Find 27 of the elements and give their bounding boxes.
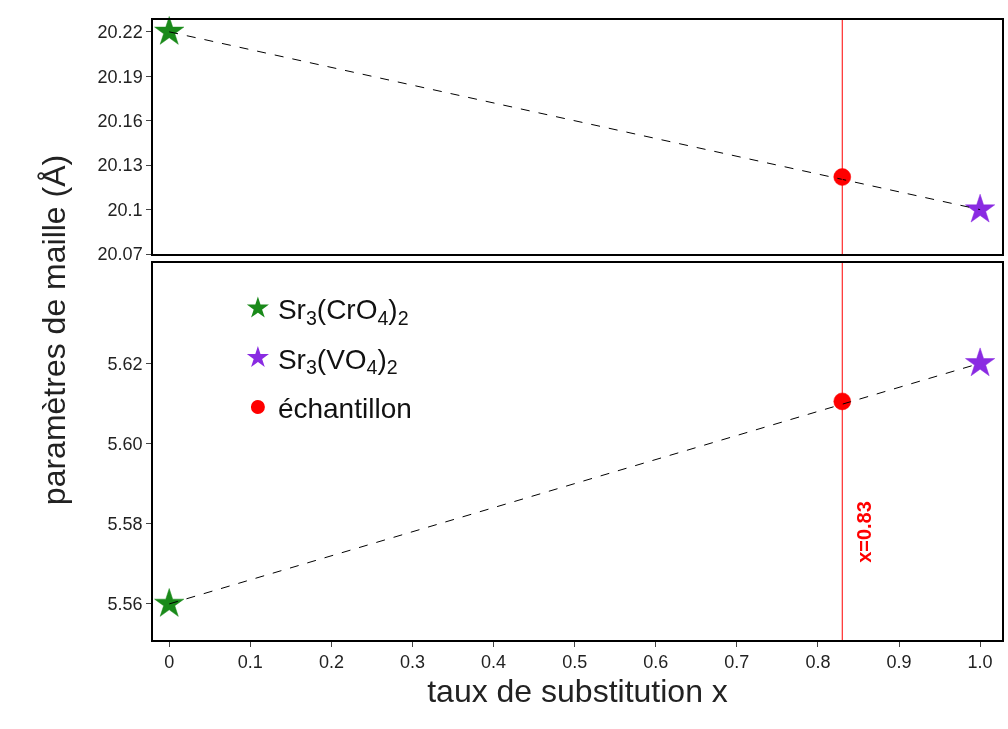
y-tick-label: 5.62 [107, 353, 143, 374]
x-tick-label: 0.4 [481, 652, 507, 673]
y-tick-label: 20.13 [97, 155, 143, 176]
ref-line-label: x=0.83 [852, 501, 875, 563]
x-tick-label: 0.6 [643, 652, 669, 673]
y-axis-title: paramètres de maille (Å) [36, 154, 73, 506]
y-tick-label: 5.56 [107, 594, 143, 615]
y-tick-label: 5.60 [107, 433, 143, 454]
x-tick-label: 0.2 [318, 652, 344, 673]
legend-label: échantillon [277, 392, 412, 424]
legend-label: Sr$_{3}$(CrO$_{4}$)$_{2}$ [277, 294, 409, 329]
y-tick-label: 20.19 [97, 66, 143, 87]
x-tick-label: 0 [164, 652, 175, 673]
y-tick-label: 5.58 [107, 514, 143, 534]
x-tick-label: 0.3 [399, 652, 425, 673]
x-tick-label: 0.8 [805, 652, 831, 673]
x-tick-label: 1.0 [967, 652, 993, 673]
x-axis-title: taux de substitution x [427, 672, 728, 709]
y-tick-label: 20.07 [97, 244, 143, 265]
y-tick-label: 20.1 [107, 199, 143, 220]
x-tick-label: 0.9 [886, 652, 912, 673]
legend-label: Sr$_{3}$(VO$_{4}$)$_{2}$ [277, 343, 398, 379]
y-tick-label: 20.22 [97, 22, 143, 43]
x-tick-label: 0.7 [724, 652, 750, 673]
x-tick-label: 0.5 [562, 652, 588, 673]
x-tick-label: 0.1 [237, 652, 263, 673]
y-tick-label: 20.16 [97, 111, 143, 132]
